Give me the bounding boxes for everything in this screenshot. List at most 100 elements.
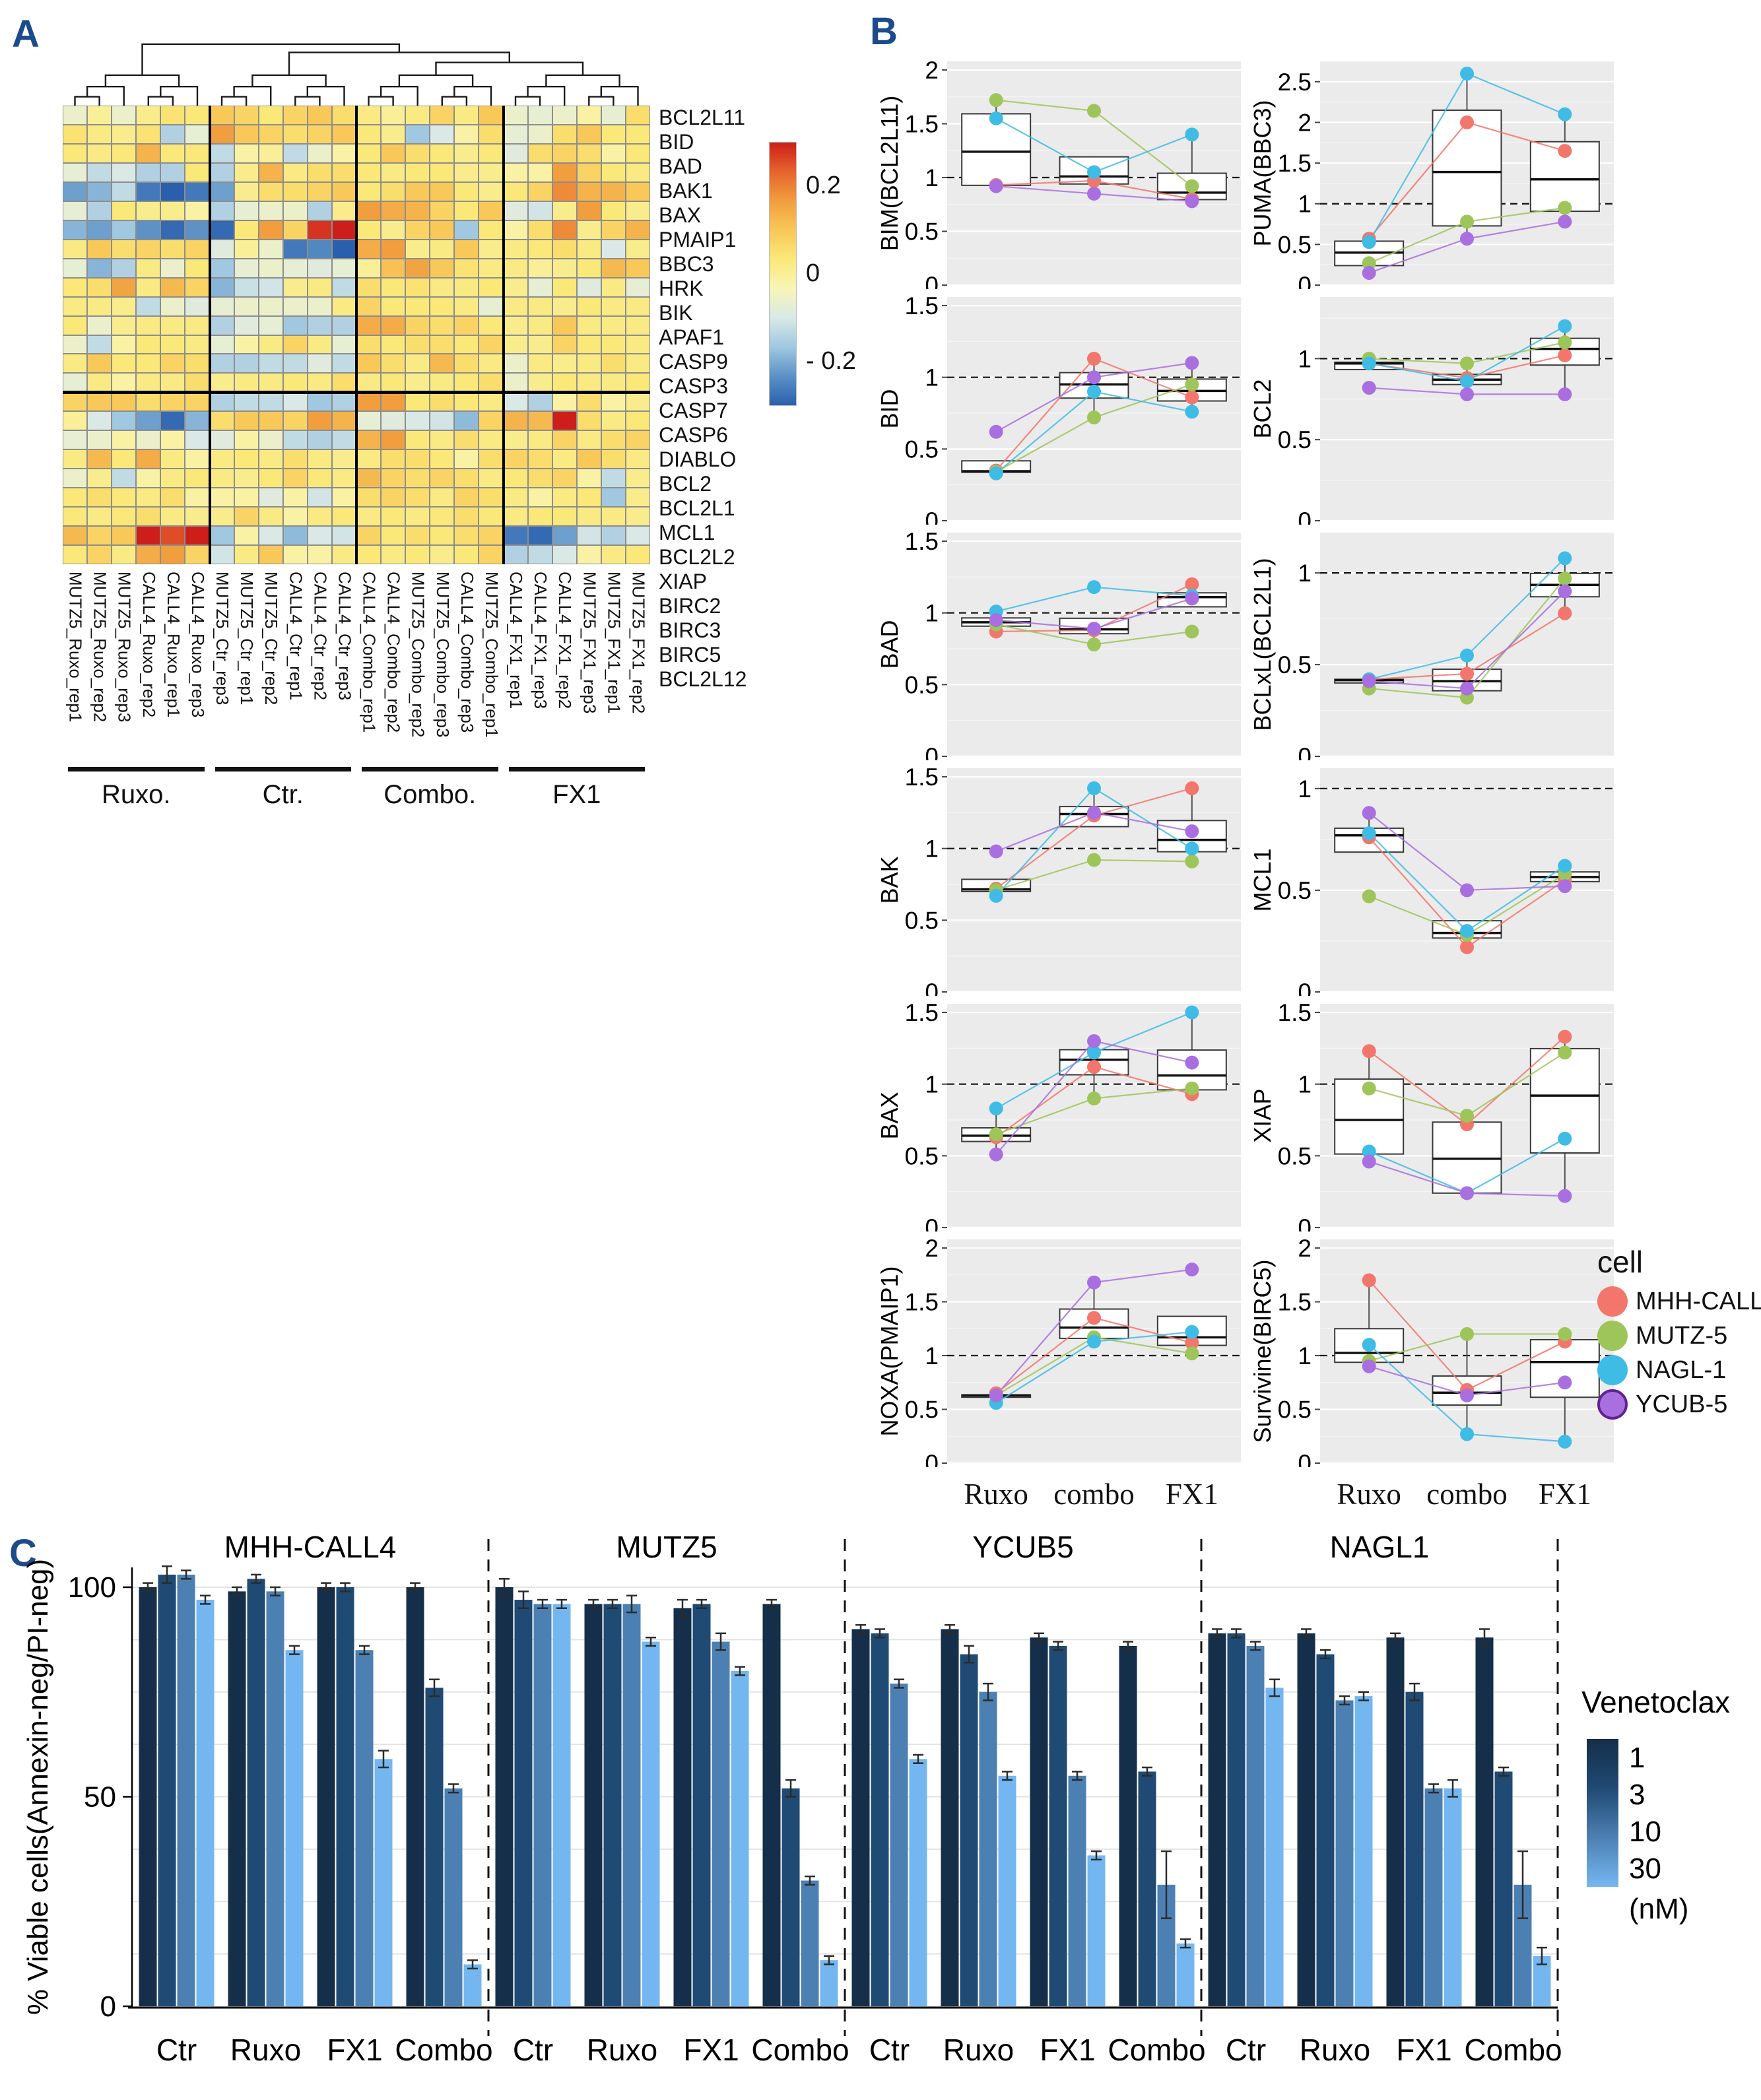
data-point — [1185, 841, 1199, 856]
heatmap-cell — [185, 411, 210, 431]
heatmap-cell — [160, 124, 185, 144]
gene-label: BAK1 — [659, 179, 713, 203]
heatmap-cell — [112, 201, 137, 220]
heatmap-cell — [503, 411, 528, 431]
heatmap-cell — [209, 220, 234, 240]
heatmap-cell — [136, 124, 161, 144]
heatmap-cell — [258, 488, 283, 508]
heatmap-cell — [625, 124, 650, 144]
heatmap-cell — [331, 526, 356, 546]
heatmap-cell — [331, 258, 356, 278]
heatmap-cell — [430, 335, 455, 354]
heatmap-cell — [576, 335, 601, 354]
heatmap-cell — [405, 488, 430, 508]
sample-label: MUTZ5_Ruxo_rep2 — [90, 572, 110, 723]
panel-a-label: A — [12, 13, 40, 55]
heatmap-cell — [405, 354, 430, 374]
heatmap-cell — [87, 392, 112, 412]
heatmap-cell — [552, 106, 577, 125]
heatmap-cell — [356, 526, 382, 546]
heatmap-cell — [63, 526, 88, 546]
heatmap-cell — [209, 526, 234, 546]
heatmap-cell — [307, 526, 332, 546]
heatmap-cell — [112, 277, 137, 297]
heatmap-cell — [381, 106, 406, 125]
data-point — [1558, 107, 1572, 121]
heatmap-cell — [503, 315, 528, 335]
heatmap-cell — [307, 335, 332, 354]
heatmap-cell — [552, 392, 577, 412]
heatmap-cell — [601, 469, 626, 488]
heatmap-cell — [185, 373, 210, 393]
data-point — [1362, 381, 1376, 395]
data-point — [1362, 889, 1376, 903]
heatmap-cell — [552, 335, 577, 354]
heatmap-cell — [209, 545, 234, 564]
heatmap-cell — [430, 469, 455, 488]
heatmap-cell — [601, 106, 626, 125]
y-tick-label: 0.5 — [1278, 877, 1312, 904]
heatmap-cell — [258, 277, 283, 297]
heatmap-cell — [87, 488, 112, 508]
heatmap-cell — [282, 296, 308, 316]
y-tick-label: 0.5 — [1278, 651, 1312, 678]
heatmap-cell — [234, 201, 259, 220]
heatmap-cell — [430, 507, 455, 527]
heatmap-cell — [136, 507, 161, 527]
data-point — [1087, 165, 1101, 180]
data-point — [1087, 410, 1101, 425]
box — [961, 113, 1032, 186]
y-tick-label: 0 — [1298, 1214, 1312, 1231]
legend-swatch — [1597, 1355, 1628, 1385]
heatmap-cell — [258, 507, 283, 527]
heatmap-cell — [258, 106, 283, 125]
viability-bar — [533, 1604, 552, 2006]
data-point — [1087, 622, 1101, 636]
heatmap-cell — [282, 143, 308, 163]
y-tick-label: 50 — [84, 1781, 116, 1814]
y-tick-label: 0 — [925, 979, 939, 996]
heatmap-cell — [454, 411, 479, 431]
viability-bar — [196, 1600, 215, 2006]
heatmap-cell — [381, 239, 406, 259]
data-point — [1558, 584, 1572, 599]
heatmap-cell — [405, 335, 430, 354]
heatmap-cell — [576, 181, 601, 201]
data-point — [989, 1101, 1003, 1116]
heatmap-cell — [381, 488, 406, 508]
heatmap-cell — [136, 449, 161, 469]
heatmap-cell — [63, 430, 88, 450]
viability-bar — [406, 1587, 424, 2006]
data-point — [1460, 1388, 1474, 1402]
heatmap-cell — [454, 469, 479, 488]
data-point — [1087, 580, 1101, 595]
heatmap-cell — [87, 507, 112, 527]
heatmap-cell — [527, 411, 552, 431]
heatmap-cell — [185, 277, 210, 297]
heatmap-cell — [454, 526, 479, 546]
heatmap-cell — [601, 526, 626, 546]
heatmap-cell — [625, 449, 650, 469]
heatmap-cell — [576, 220, 601, 240]
heatmap-cell — [234, 373, 259, 393]
heatmap-cell — [63, 277, 88, 297]
heatmap-cell — [405, 258, 430, 278]
data-point — [989, 1147, 1003, 1162]
data-point — [1087, 781, 1101, 795]
heatmap-cell — [527, 201, 552, 220]
heatmap-cell — [112, 143, 137, 163]
heatmap-cell — [601, 373, 626, 393]
heatmap-cell — [136, 181, 161, 201]
data-point — [1362, 806, 1376, 820]
y-tick-label: 1 — [925, 836, 939, 863]
data-point — [1087, 1060, 1101, 1074]
heatmap-cell — [430, 277, 455, 297]
data-point — [1460, 387, 1474, 401]
heatmap-cell — [552, 373, 577, 393]
heatmap-gene-labels: BCL2L11 BID BAD BAK1 BAX PMAIP1 BBC3 HRK BIK APAF… — [659, 106, 747, 691]
data-point — [989, 179, 1003, 193]
y-tick-label: 100 — [68, 1571, 116, 1604]
y-tick-label: 0.5 — [905, 1396, 939, 1424]
heatmap-cell — [112, 411, 137, 431]
heatmap-cell — [331, 411, 356, 431]
